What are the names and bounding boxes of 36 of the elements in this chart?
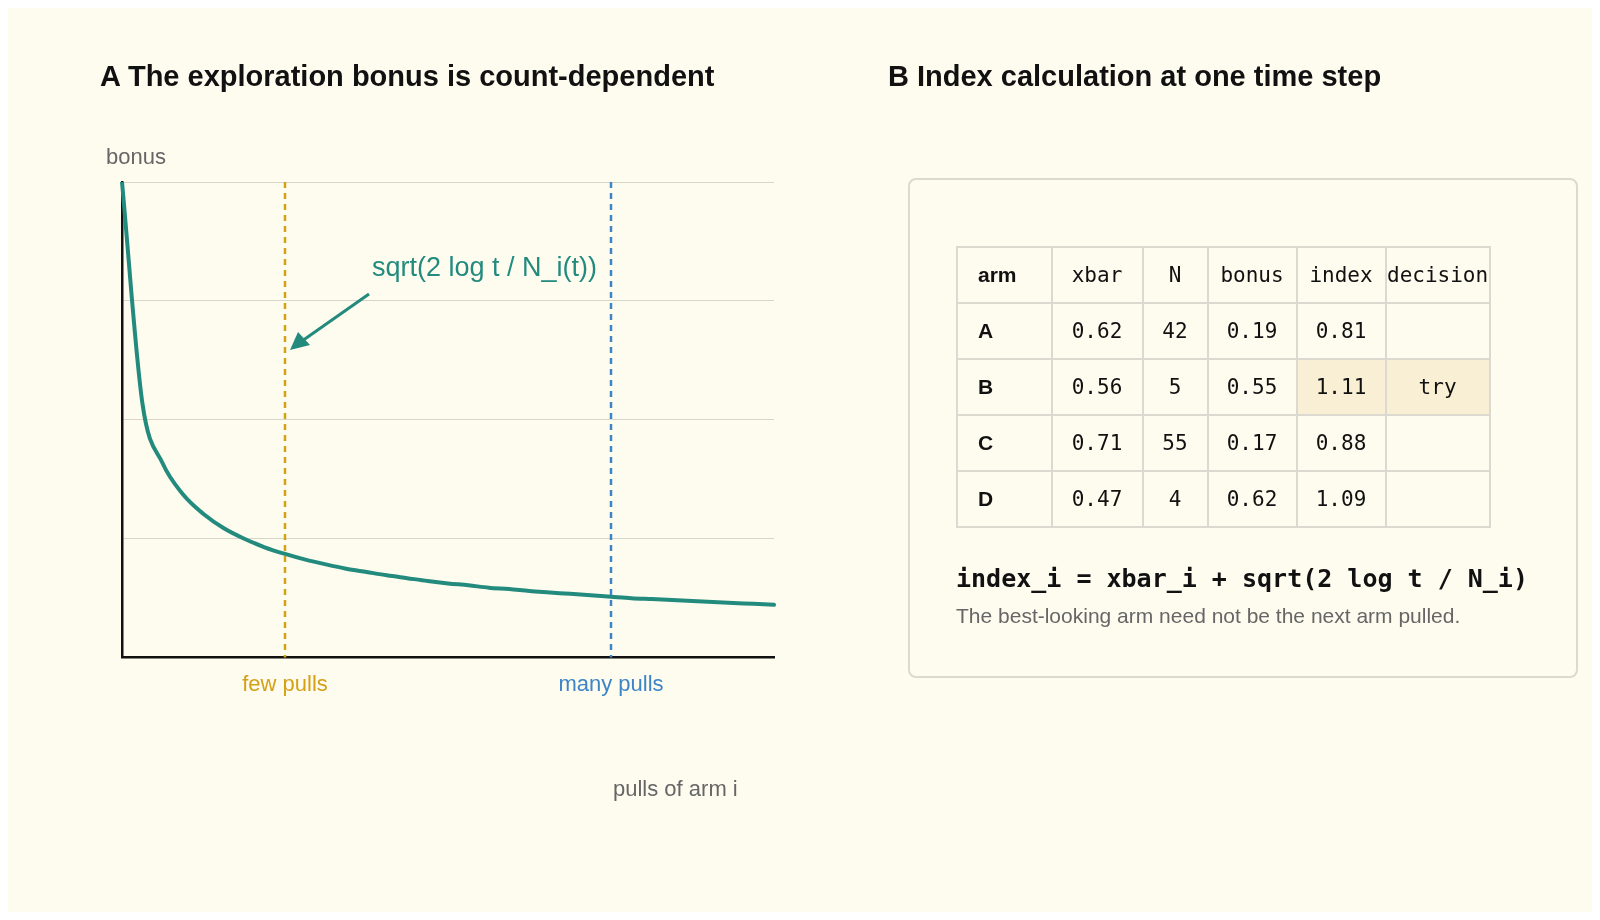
text: B [978, 375, 994, 398]
chart-title: A The exploration bonus is count-dependent [100, 60, 715, 93]
text: try [1418, 375, 1457, 399]
text: 0.71 [1071, 431, 1123, 455]
text: 1.09 [1315, 487, 1367, 511]
text: 4 [1168, 487, 1182, 511]
category-label: bonus [1208, 247, 1297, 303]
text: 0.47 [1071, 487, 1123, 511]
text: 0.17 [1226, 431, 1278, 455]
text: 5 [1168, 375, 1182, 399]
text: C [978, 431, 994, 454]
x-tick-label: few pulls [242, 670, 328, 696]
text: 0.62 [1226, 487, 1278, 511]
x-axis-title: pulls of arm i [613, 776, 738, 802]
text: 0.88 [1315, 431, 1367, 455]
text: index_i = xbar_i + sqrt(2 log t / N_i) [956, 564, 1528, 593]
text: 0.56 [1071, 375, 1123, 399]
annotation: sqrt(2 log t / N_i(t)) [372, 252, 598, 283]
text: 0.81 [1315, 319, 1367, 343]
text: A [978, 319, 994, 342]
category-label: arm [957, 247, 1052, 303]
category-label: index [1297, 247, 1386, 303]
category-label: decision [1386, 247, 1491, 303]
text: 0.62 [1071, 319, 1123, 343]
category-label: xbar [1052, 247, 1143, 303]
y-axis-title: bonus [106, 144, 166, 170]
text: 0.55 [1226, 375, 1278, 399]
text: The best-looking arm need not be the next arm pulled. [956, 604, 1461, 628]
text: 55 [1162, 431, 1188, 455]
text: B Index calculation at one time step [888, 60, 1382, 93]
text: D [978, 487, 994, 510]
x-tick-label: many pulls [558, 670, 664, 696]
text: 1.11 [1315, 375, 1367, 399]
category-label: N [1143, 247, 1208, 303]
text: 42 [1162, 319, 1188, 343]
text: 0.19 [1226, 319, 1278, 343]
